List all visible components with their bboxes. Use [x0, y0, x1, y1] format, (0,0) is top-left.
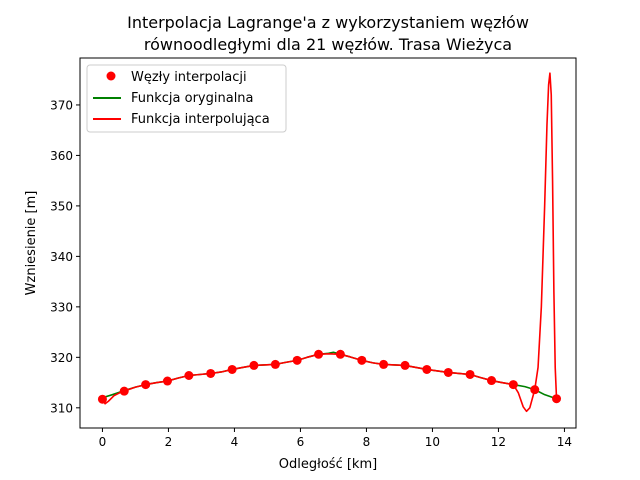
node-point — [508, 380, 518, 390]
node-point — [422, 364, 432, 374]
node-point — [162, 376, 172, 386]
node-point — [270, 359, 280, 369]
x-axis-ticks: 0 2 4 6 8 10 12 14 — [99, 428, 572, 449]
node-point — [292, 355, 302, 365]
x-tick-label: 4 — [231, 435, 239, 449]
node-point — [184, 371, 194, 380]
axes-frame — [79, 57, 577, 429]
y-tick-label: 350 — [50, 199, 73, 213]
y-tick-label: 330 — [50, 300, 73, 314]
node-point — [487, 376, 497, 386]
node-point — [119, 386, 129, 396]
node-point — [314, 349, 324, 359]
node-point — [249, 360, 259, 370]
legend-label-nodes: Węzły interpolacji — [131, 70, 247, 85]
node-point — [379, 359, 389, 369]
x-tick-label: 10 — [425, 435, 440, 449]
y-tick-label: 360 — [50, 149, 73, 163]
series-layer — [97, 72, 562, 413]
x-axis-label: Odległość [km] — [279, 457, 377, 472]
x-tick-label: 6 — [297, 435, 305, 449]
legend: Węzły interpolacji Funkcja oryginalna Fu… — [86, 64, 287, 133]
node-point — [552, 394, 562, 404]
node-point — [357, 355, 367, 365]
node-point — [465, 369, 475, 379]
node-point — [141, 380, 151, 390]
x-tick-label: 14 — [557, 435, 572, 449]
legend-label-interpolating: Funkcja interpolująca — [131, 112, 270, 127]
node-point — [443, 367, 453, 377]
y-axis-label: Wzniesienie [m] — [24, 191, 39, 296]
series-line-interpolating — [101, 72, 558, 413]
legend-box — [86, 64, 287, 133]
node-point — [400, 360, 410, 370]
chart-title-line-1: Interpolacja Lagrange'a z wykorzystaniem… — [127, 13, 529, 32]
x-tick-label: 8 — [363, 435, 371, 449]
node-point — [530, 385, 540, 395]
y-axis-ticks: 310 320 330 340 350 360 370 — [50, 98, 80, 415]
y-tick-label: 340 — [50, 250, 73, 264]
legend-label-original: Funkcja oryginalna — [131, 91, 254, 106]
legend-marker-nodes — [106, 71, 116, 81]
node-point — [227, 364, 237, 374]
chart-title-line-2: równoodległymi dla 21 węzłów. Trasa Wież… — [144, 35, 512, 54]
y-tick-label: 320 — [50, 351, 73, 365]
x-tick-label: 12 — [491, 435, 506, 449]
x-tick-label: 0 — [99, 435, 107, 449]
y-tick-label: 370 — [50, 98, 73, 112]
plot-area — [97, 72, 562, 413]
node-point — [97, 394, 107, 404]
node-point — [206, 368, 216, 378]
node-point — [335, 349, 345, 359]
y-tick-label: 310 — [50, 401, 73, 415]
x-tick-label: 2 — [165, 435, 173, 449]
